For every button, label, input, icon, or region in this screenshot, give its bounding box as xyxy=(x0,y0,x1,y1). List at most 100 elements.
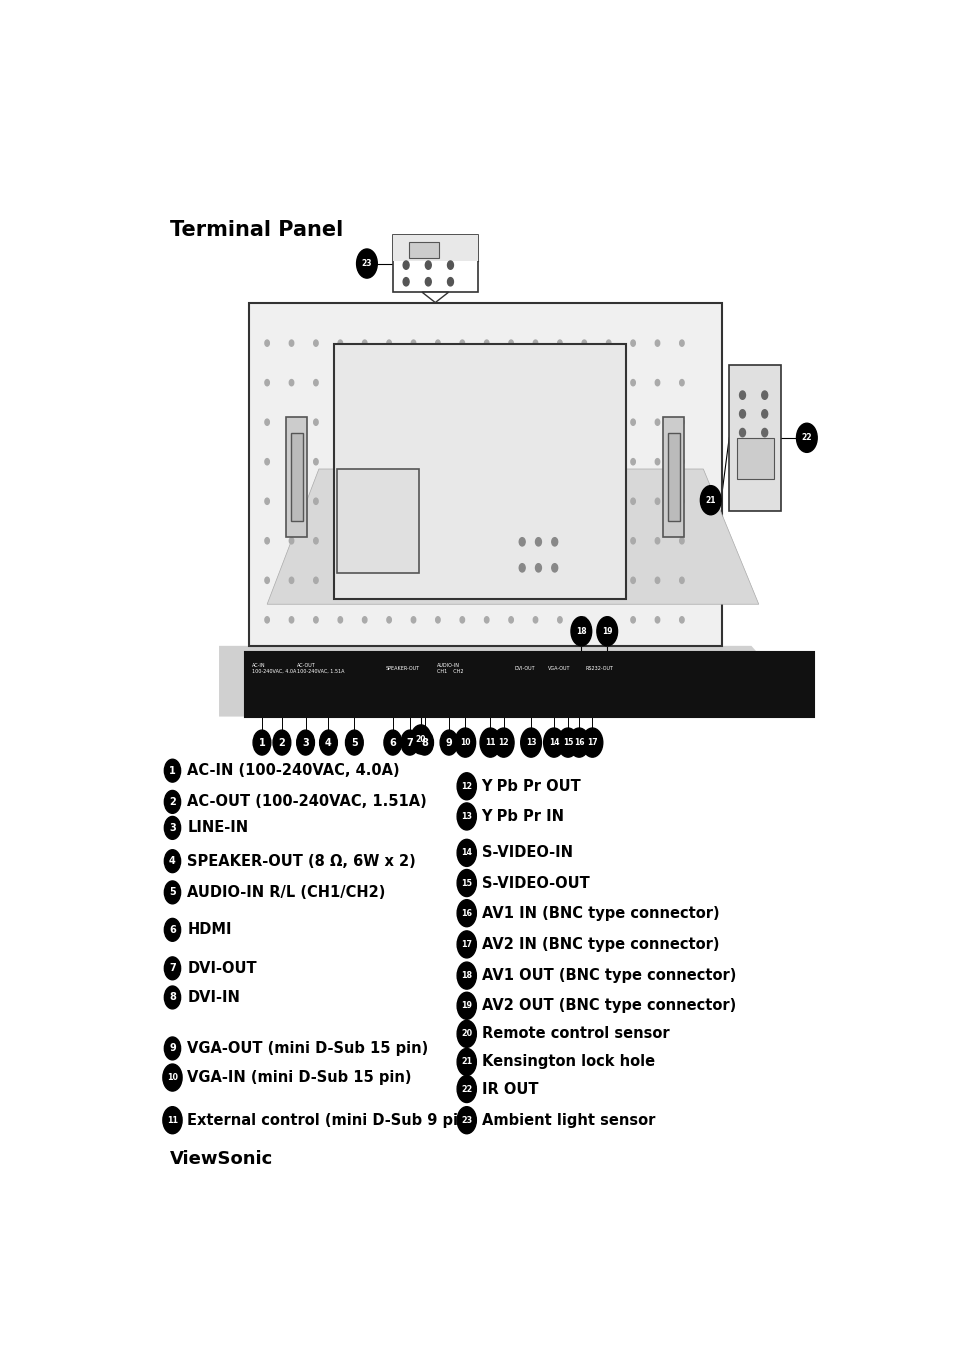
Circle shape xyxy=(314,380,317,386)
Circle shape xyxy=(679,616,683,623)
Circle shape xyxy=(606,380,610,386)
Circle shape xyxy=(400,730,418,755)
Circle shape xyxy=(362,577,367,584)
Circle shape xyxy=(630,499,635,504)
Circle shape xyxy=(337,577,342,584)
Circle shape xyxy=(265,499,269,504)
Polygon shape xyxy=(219,646,813,716)
Circle shape xyxy=(484,577,488,584)
Circle shape xyxy=(387,419,391,426)
Circle shape xyxy=(630,458,635,465)
Circle shape xyxy=(606,577,610,584)
Text: VGA-OUT: VGA-OUT xyxy=(547,666,570,670)
Circle shape xyxy=(508,458,513,465)
Circle shape xyxy=(533,616,537,623)
Circle shape xyxy=(289,616,294,623)
Circle shape xyxy=(630,419,635,426)
Circle shape xyxy=(289,538,294,544)
Circle shape xyxy=(484,419,488,426)
Circle shape xyxy=(164,816,180,839)
Text: AV2 IN (BNC type connector): AV2 IN (BNC type connector) xyxy=(481,936,719,952)
Text: AUDIO-IN R/L (CH1/CH2): AUDIO-IN R/L (CH1/CH2) xyxy=(187,885,385,900)
Polygon shape xyxy=(421,292,448,303)
Circle shape xyxy=(543,728,564,757)
Text: 10: 10 xyxy=(167,1073,178,1082)
Text: AV2 OUT (BNC type connector): AV2 OUT (BNC type connector) xyxy=(481,998,735,1013)
Circle shape xyxy=(581,577,586,584)
Text: Terminal Panel: Terminal Panel xyxy=(170,220,342,240)
Circle shape xyxy=(319,730,337,755)
Circle shape xyxy=(387,577,391,584)
Circle shape xyxy=(387,380,391,386)
Text: 2: 2 xyxy=(169,797,175,807)
Text: LINE-IN: LINE-IN xyxy=(187,820,248,835)
Text: 3: 3 xyxy=(169,823,175,834)
Text: 8: 8 xyxy=(420,738,428,747)
Circle shape xyxy=(655,577,659,584)
Text: AUDIO-IN
CH1    CH2: AUDIO-IN CH1 CH2 xyxy=(436,663,463,674)
Circle shape xyxy=(479,728,500,757)
Circle shape xyxy=(581,616,586,623)
Circle shape xyxy=(456,900,476,927)
Bar xyxy=(286,417,307,536)
Circle shape xyxy=(630,577,635,584)
Circle shape xyxy=(597,616,617,646)
Circle shape xyxy=(265,577,269,584)
Circle shape xyxy=(558,340,561,346)
Text: SPEAKER-OUT (8 Ω, 6W x 2): SPEAKER-OUT (8 Ω, 6W x 2) xyxy=(187,854,416,869)
Text: 20: 20 xyxy=(460,1029,472,1039)
Circle shape xyxy=(265,538,269,544)
Circle shape xyxy=(387,499,391,504)
Circle shape xyxy=(337,419,342,426)
Circle shape xyxy=(630,380,635,386)
Text: 8: 8 xyxy=(169,993,175,1002)
Circle shape xyxy=(606,538,610,544)
Circle shape xyxy=(558,616,561,623)
Circle shape xyxy=(533,538,537,544)
Text: DVI-OUT: DVI-OUT xyxy=(187,961,256,975)
Text: 19: 19 xyxy=(460,1001,472,1011)
Circle shape xyxy=(459,499,464,504)
Circle shape xyxy=(655,380,659,386)
Circle shape xyxy=(362,380,367,386)
Circle shape xyxy=(411,340,416,346)
Circle shape xyxy=(533,380,537,386)
Circle shape xyxy=(508,616,513,623)
Text: 10: 10 xyxy=(459,738,470,747)
Circle shape xyxy=(436,458,439,465)
Circle shape xyxy=(508,419,513,426)
Text: 9: 9 xyxy=(445,738,452,747)
Text: 18: 18 xyxy=(576,627,586,636)
Text: 5: 5 xyxy=(169,888,175,897)
Circle shape xyxy=(655,340,659,346)
Circle shape xyxy=(739,428,744,436)
Circle shape xyxy=(447,261,453,269)
Circle shape xyxy=(655,538,659,544)
Bar xyxy=(409,242,438,258)
Text: Ambient light sensor: Ambient light sensor xyxy=(481,1113,654,1128)
Circle shape xyxy=(436,538,439,544)
Circle shape xyxy=(459,419,464,426)
Circle shape xyxy=(403,261,409,269)
Circle shape xyxy=(337,458,342,465)
Circle shape xyxy=(484,458,488,465)
Circle shape xyxy=(508,577,513,584)
Circle shape xyxy=(796,423,817,453)
Circle shape xyxy=(164,957,180,979)
Circle shape xyxy=(679,538,683,544)
Circle shape xyxy=(456,802,476,830)
Text: DVI-IN: DVI-IN xyxy=(187,990,240,1005)
Text: 21: 21 xyxy=(704,496,716,505)
Text: AC-IN
100-240VAC, 4.0A: AC-IN 100-240VAC, 4.0A xyxy=(252,663,296,674)
Text: VGA-IN (mini D-Sub 15 pin): VGA-IN (mini D-Sub 15 pin) xyxy=(187,1070,412,1085)
Circle shape xyxy=(410,725,431,754)
Circle shape xyxy=(387,616,391,623)
Circle shape xyxy=(425,277,431,286)
Circle shape xyxy=(581,728,602,757)
Circle shape xyxy=(436,499,439,504)
Circle shape xyxy=(314,577,317,584)
Circle shape xyxy=(456,931,476,958)
Circle shape xyxy=(289,340,294,346)
Circle shape xyxy=(655,499,659,504)
Text: AC-IN (100-240VAC, 4.0A): AC-IN (100-240VAC, 4.0A) xyxy=(187,763,399,778)
